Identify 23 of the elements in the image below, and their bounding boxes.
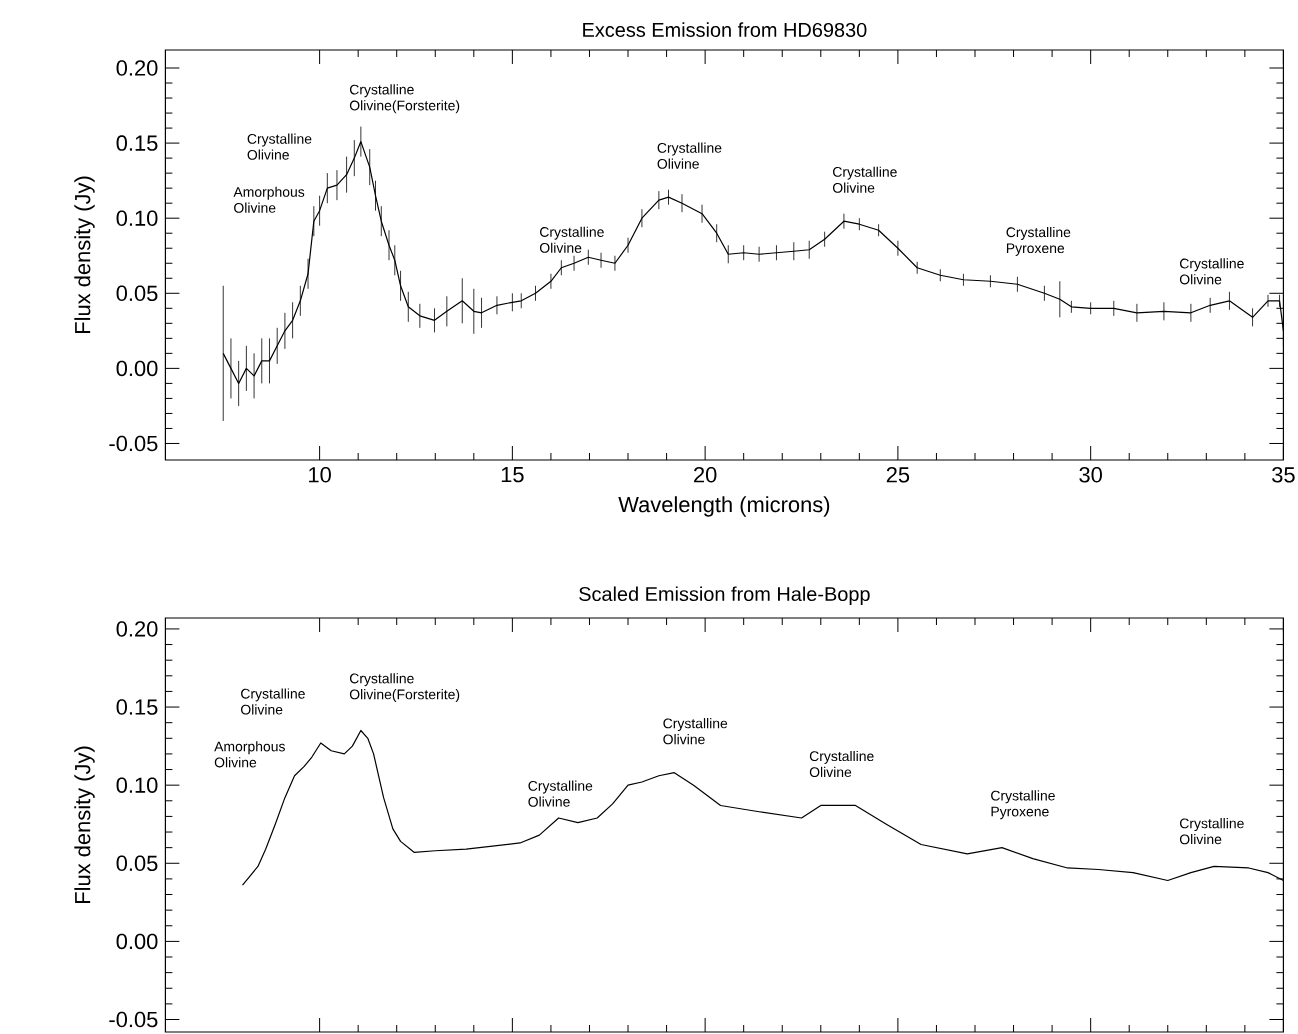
- y-tick-label: 0.15: [116, 135, 158, 151]
- x-axis-title: Wavelength (microns): [618, 496, 830, 517]
- x-tick-label: 10: [309, 467, 331, 483]
- x-tick-label: 25: [886, 467, 910, 483]
- y-tick-label: 0.00: [116, 360, 158, 377]
- y-tick-label: 0.10: [116, 777, 158, 793]
- x-tick-label: 30: [1079, 467, 1102, 483]
- y-tick-label: 0.20: [116, 60, 158, 76]
- y-tick-label: 0.00: [116, 933, 158, 950]
- y-tick-label: -0.05: [109, 1011, 158, 1028]
- y-axis-title: Flux density (Jy): [74, 176, 95, 333]
- y-axis-title: Flux density (Jy): [74, 746, 95, 903]
- x-tick-label: 15: [501, 467, 524, 483]
- y-tick-label: 0.15: [116, 699, 158, 715]
- chart-title: Excess Emission from HD69830: [583, 22, 867, 37]
- x-tick-label: 35: [1272, 467, 1295, 483]
- y-tick-label: 0.05: [116, 285, 158, 302]
- y-tick-label: 0.10: [116, 210, 158, 226]
- x-tick-label: 20: [694, 467, 717, 483]
- y-tick-label: -0.05: [109, 435, 158, 452]
- y-tick-label: 0.05: [116, 855, 158, 872]
- chart-title: Scaled Emission from Hale-Bopp: [579, 586, 870, 605]
- y-tick-label: 0.20: [116, 621, 158, 637]
